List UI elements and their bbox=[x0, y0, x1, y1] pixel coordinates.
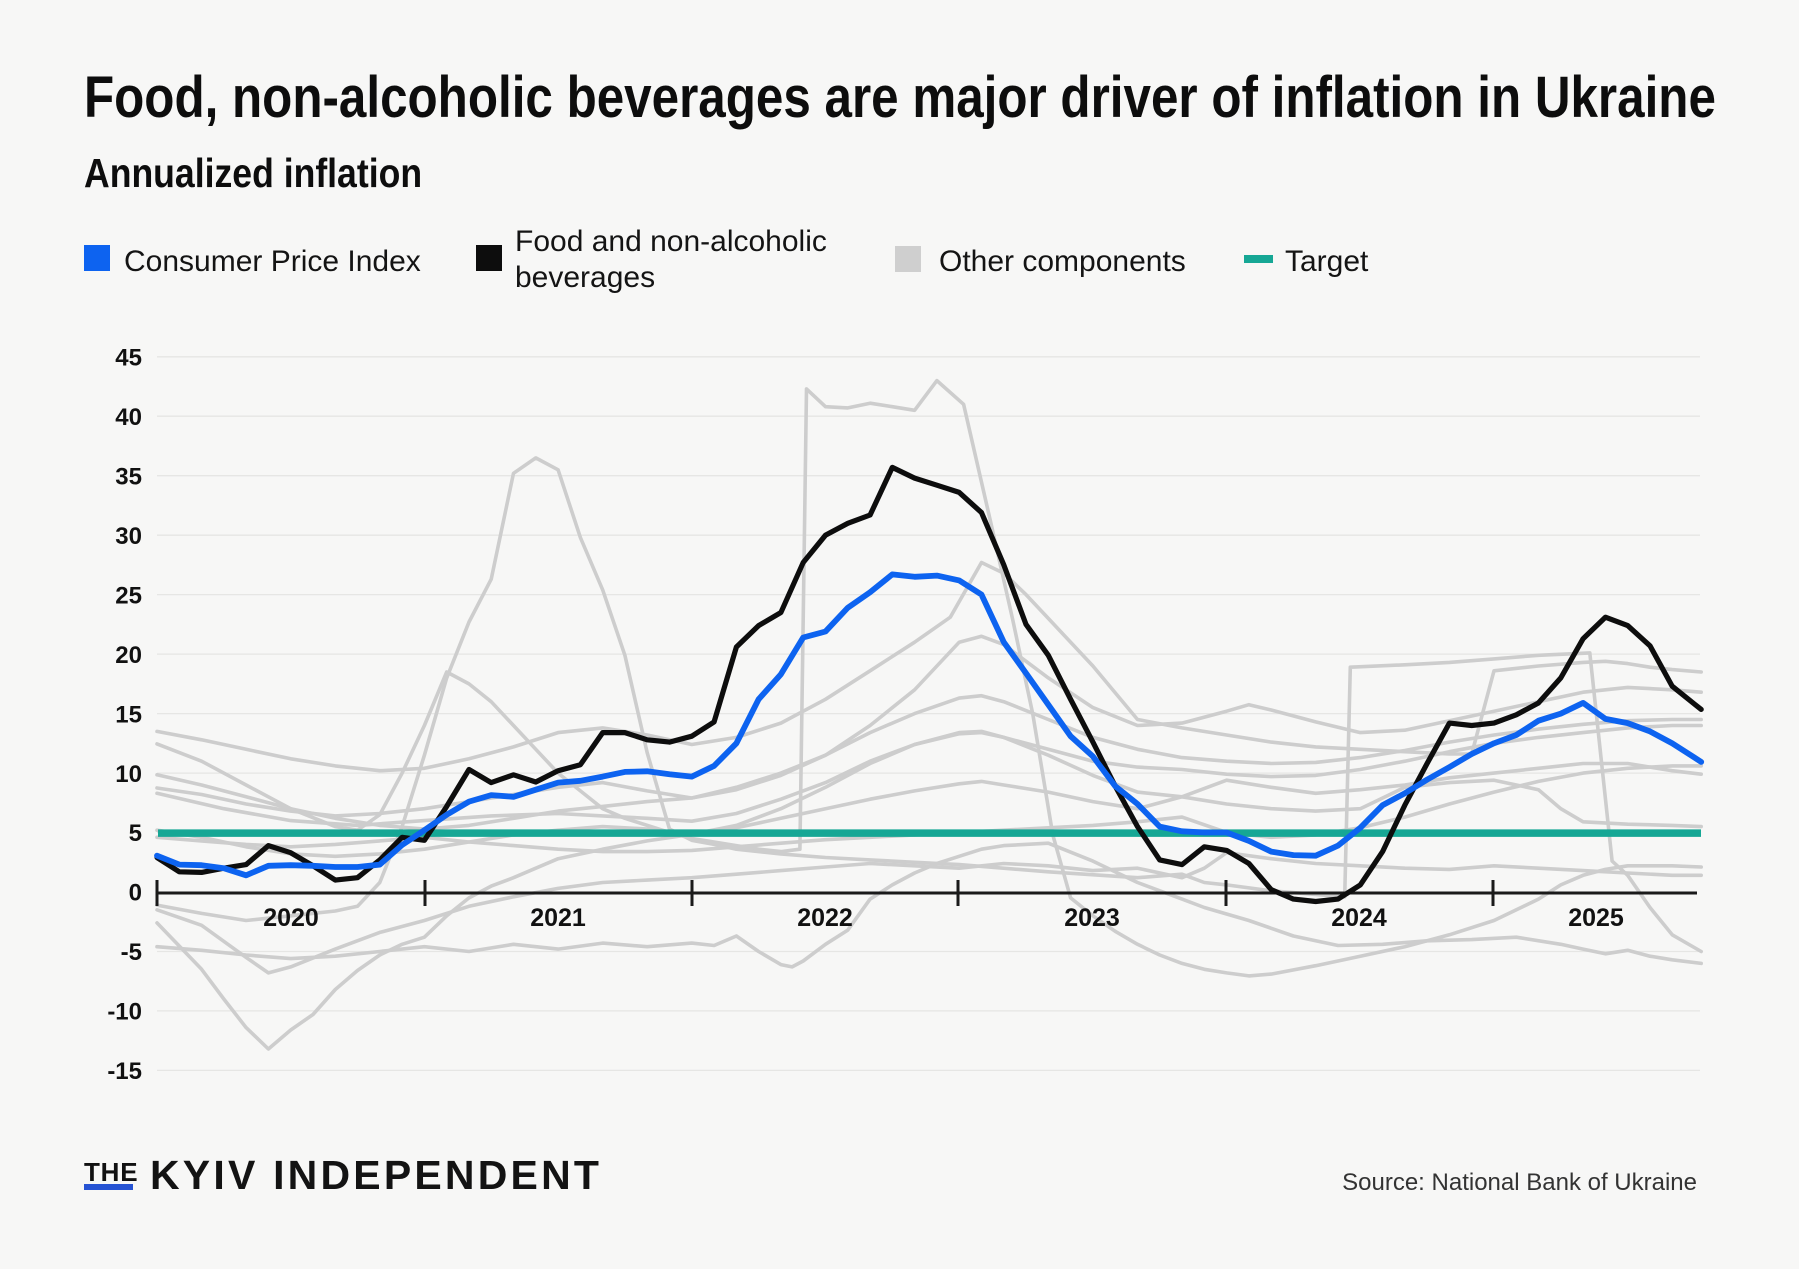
svg-text:0: 0 bbox=[129, 880, 142, 907]
svg-text:45: 45 bbox=[115, 345, 142, 372]
svg-text:2024: 2024 bbox=[1331, 904, 1387, 932]
svg-text:15: 15 bbox=[115, 701, 142, 728]
svg-text:35: 35 bbox=[115, 463, 142, 490]
svg-text:40: 40 bbox=[115, 404, 142, 431]
svg-text:25: 25 bbox=[115, 582, 142, 609]
svg-text:2022: 2022 bbox=[797, 904, 853, 932]
svg-text:5: 5 bbox=[129, 820, 142, 847]
svg-text:2020: 2020 bbox=[263, 904, 319, 932]
svg-text:30: 30 bbox=[115, 523, 142, 550]
svg-text:2023: 2023 bbox=[1064, 904, 1120, 932]
svg-text:20: 20 bbox=[115, 642, 142, 669]
svg-text:-5: -5 bbox=[121, 939, 142, 966]
svg-text:10: 10 bbox=[115, 761, 142, 788]
svg-text:-10: -10 bbox=[107, 999, 142, 1026]
svg-text:2025: 2025 bbox=[1568, 904, 1624, 932]
svg-text:-15: -15 bbox=[107, 1058, 142, 1085]
svg-text:2021: 2021 bbox=[530, 904, 586, 932]
